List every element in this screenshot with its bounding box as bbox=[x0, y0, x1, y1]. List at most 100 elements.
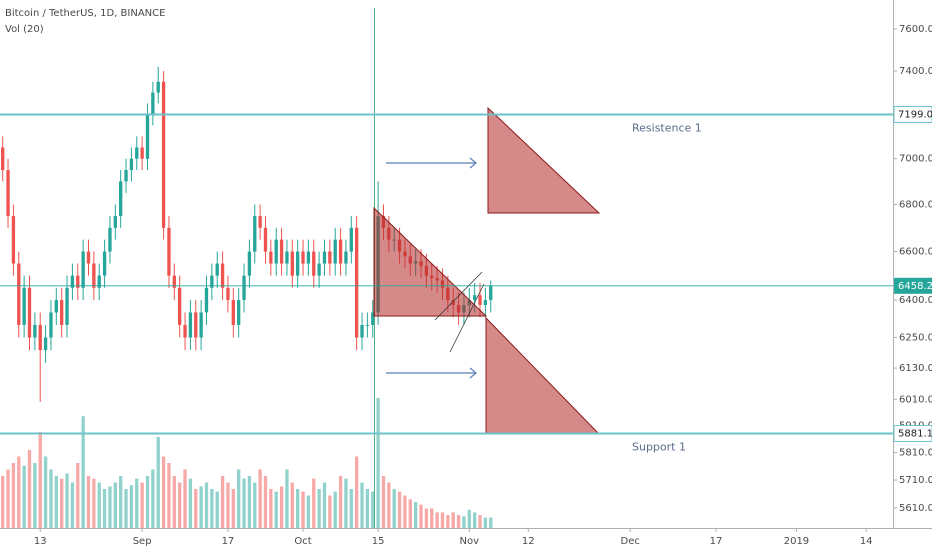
volume-bar bbox=[183, 469, 187, 528]
candle-body bbox=[263, 227, 268, 252]
volume-bar bbox=[43, 456, 48, 528]
volume-bar bbox=[290, 482, 294, 528]
volume-bar bbox=[97, 482, 101, 528]
volume-bar bbox=[317, 489, 321, 528]
candle-body bbox=[6, 170, 10, 217]
candle-body bbox=[70, 275, 75, 288]
volume-bar bbox=[381, 476, 386, 528]
volume-bar bbox=[430, 508, 434, 528]
volume-bar bbox=[27, 450, 32, 528]
candle-body bbox=[301, 251, 305, 264]
candle-body bbox=[54, 300, 58, 313]
candle-body bbox=[344, 251, 348, 264]
candle-body bbox=[161, 81, 166, 228]
volume-bar bbox=[140, 482, 144, 528]
volume-bar bbox=[392, 489, 396, 528]
volume-bar bbox=[6, 469, 10, 528]
level-price-box bbox=[893, 105, 932, 123]
volume-bar bbox=[124, 489, 128, 528]
candle-body bbox=[33, 324, 37, 338]
volume-bar bbox=[129, 485, 134, 528]
candle-body bbox=[17, 263, 21, 325]
volume-bar bbox=[467, 509, 471, 528]
candle-body bbox=[188, 312, 193, 338]
candle-body bbox=[167, 227, 171, 276]
volume-bar bbox=[237, 469, 241, 528]
y-tick-label: 6130.00 bbox=[899, 363, 932, 374]
candle-body bbox=[258, 216, 262, 228]
volume-bar bbox=[119, 476, 123, 528]
y-tick-label: 7600.00 bbox=[899, 24, 932, 35]
wedge-line bbox=[449, 283, 485, 353]
candle-body bbox=[11, 216, 16, 264]
x-tick-label: Dec bbox=[621, 536, 640, 547]
volume-bar bbox=[338, 476, 343, 528]
volume-bar bbox=[135, 478, 139, 528]
level-price-box bbox=[893, 424, 932, 442]
candle-body bbox=[86, 251, 91, 264]
candle-body bbox=[178, 287, 182, 325]
candle-body bbox=[194, 312, 198, 338]
candle-body bbox=[151, 92, 155, 115]
volume-bar bbox=[489, 517, 493, 528]
volume-bar bbox=[387, 482, 391, 528]
x-tick-label: Nov bbox=[460, 536, 480, 547]
candle-body bbox=[172, 275, 176, 288]
candle-body bbox=[156, 81, 160, 93]
volume-bar bbox=[54, 476, 58, 528]
x-tick-label: Oct bbox=[294, 536, 311, 547]
y-tick-label: 5610.00 bbox=[899, 503, 932, 514]
volume-bar bbox=[156, 437, 160, 528]
volume-bar bbox=[167, 463, 171, 528]
volume-bar bbox=[279, 486, 284, 528]
volume-bar bbox=[285, 469, 289, 528]
candle-body bbox=[199, 312, 203, 338]
y-tick-label: 6600.00 bbox=[899, 247, 932, 258]
volume-bar bbox=[253, 482, 257, 528]
candle-body bbox=[183, 324, 187, 338]
x-tick-label: 17 bbox=[710, 536, 723, 547]
wedge-lines bbox=[434, 271, 485, 353]
y-tick-label: 5710.00 bbox=[899, 475, 932, 486]
candle-body bbox=[129, 158, 134, 171]
candle-body bbox=[285, 251, 289, 264]
candle-body bbox=[76, 275, 80, 288]
candle-body bbox=[113, 216, 117, 228]
candle-body bbox=[478, 295, 482, 306]
chart-title: Bitcoin / TetherUS, 1D, BINANCE bbox=[5, 8, 165, 19]
candle-body bbox=[102, 251, 107, 276]
volume-bar bbox=[247, 476, 252, 528]
candle-body bbox=[349, 227, 353, 252]
candle-body bbox=[237, 300, 241, 325]
candle-body bbox=[247, 251, 252, 276]
volume-bar bbox=[11, 463, 16, 528]
volume-bar bbox=[178, 482, 182, 528]
candle-body bbox=[92, 263, 96, 288]
volume-bar bbox=[49, 469, 53, 528]
candle-body bbox=[472, 295, 477, 301]
y-tick-label: 6400.00 bbox=[899, 295, 932, 306]
volume-bar bbox=[210, 489, 214, 528]
volume-bar bbox=[478, 515, 482, 528]
candle-body bbox=[489, 285, 493, 301]
volume-bar bbox=[413, 502, 418, 528]
volume-bar bbox=[194, 489, 198, 528]
volume-bar bbox=[419, 504, 423, 528]
volume-bar bbox=[17, 456, 21, 528]
arrow-head bbox=[469, 367, 477, 379]
volume-bar bbox=[22, 465, 26, 528]
candle-body bbox=[322, 251, 327, 264]
volume-bar bbox=[456, 515, 461, 528]
volume-bar bbox=[462, 516, 466, 528]
candle-body bbox=[290, 251, 294, 276]
x-tick-label: 13 bbox=[34, 536, 47, 547]
candle-body bbox=[220, 263, 225, 288]
last-price-label: 6458.21 bbox=[898, 281, 932, 292]
volume-bar bbox=[355, 456, 359, 528]
volume-bar bbox=[258, 469, 262, 528]
volume-bar bbox=[296, 489, 300, 528]
candle-body bbox=[49, 312, 53, 338]
volume-bar bbox=[408, 499, 412, 528]
candle-body bbox=[269, 251, 273, 264]
candle-body bbox=[215, 263, 219, 276]
